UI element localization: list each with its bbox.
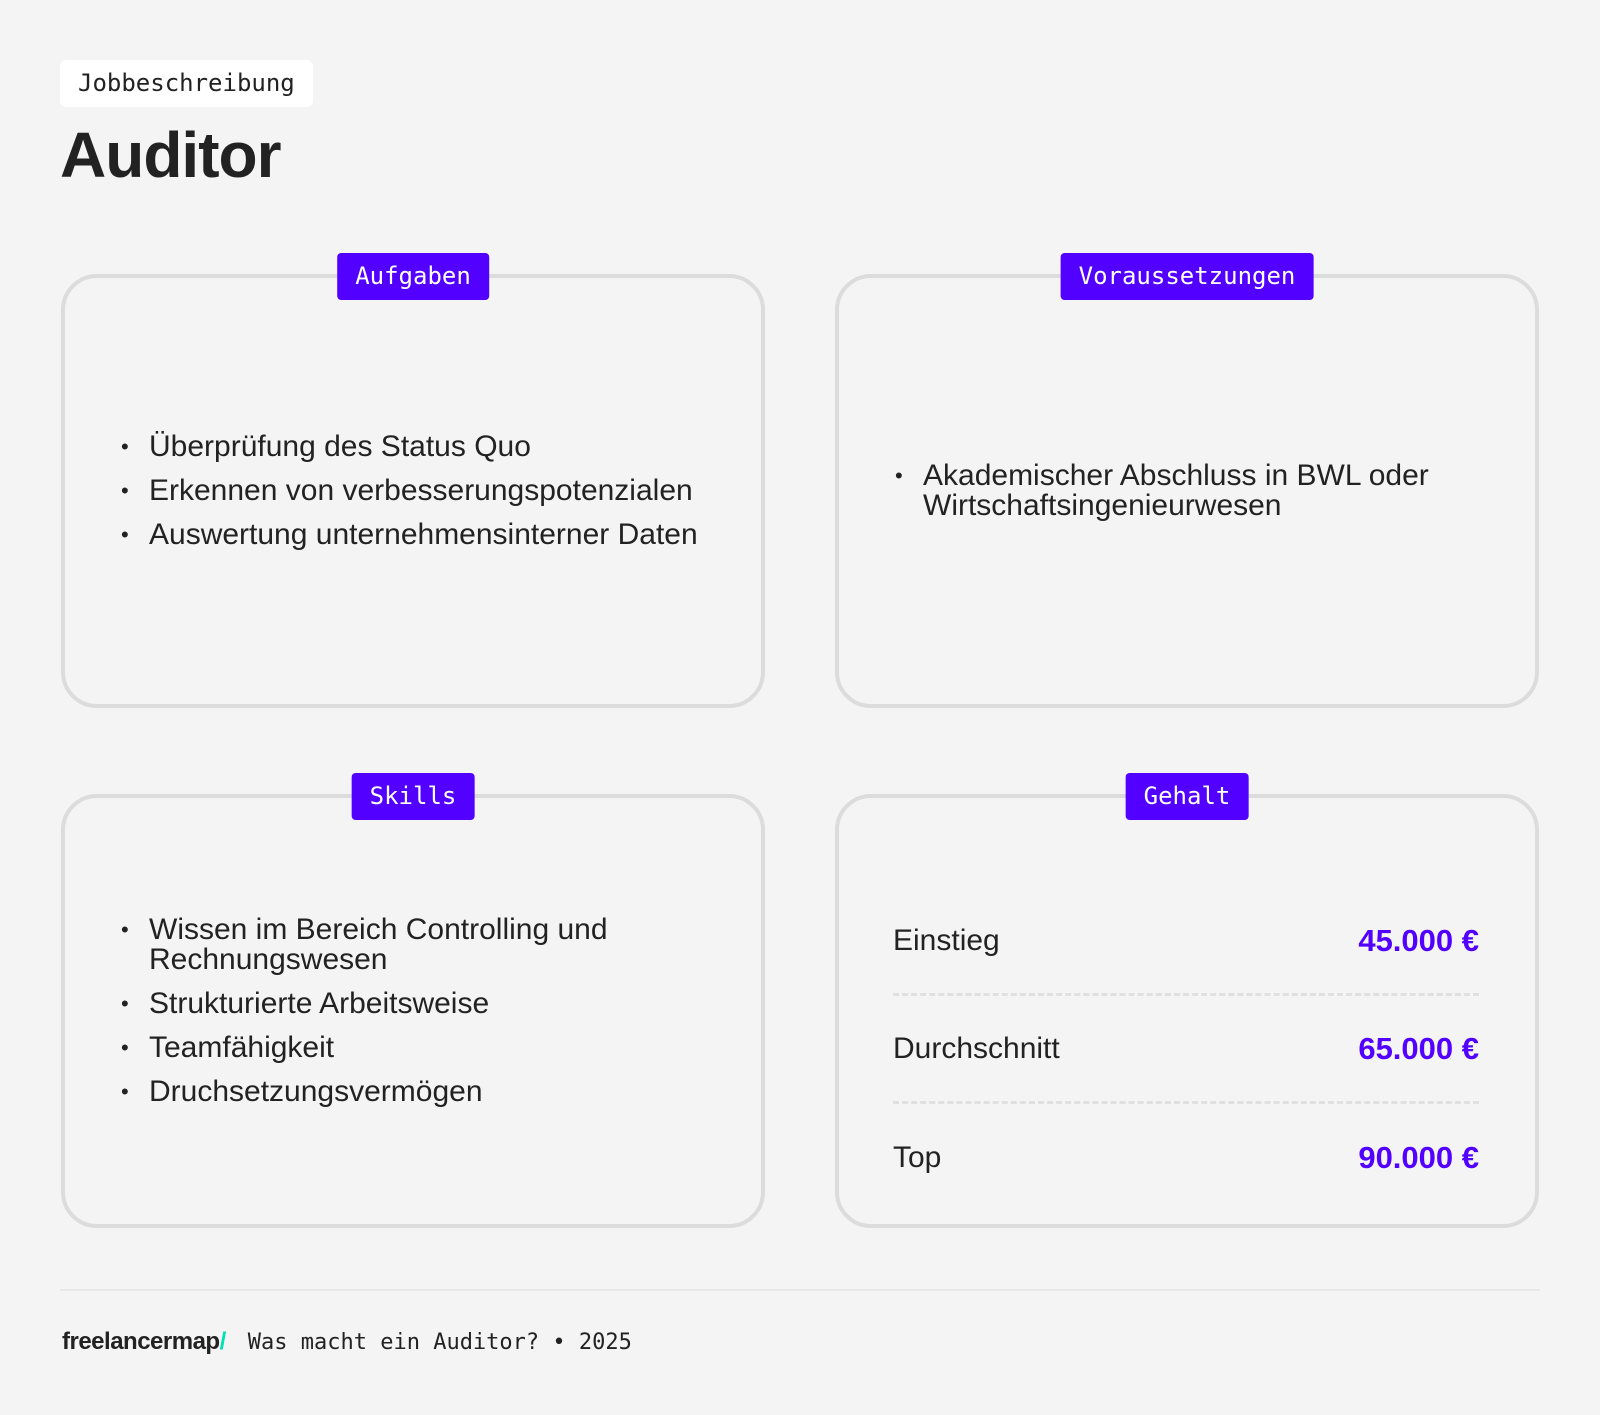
footer-divider — [60, 1289, 1540, 1291]
salary-value: 45.000 € — [1358, 922, 1479, 958]
card-skills: Skills Wissen im Bereich Controlling und… — [61, 773, 765, 1228]
footer-text: Was macht ein Auditor? • 2025 — [247, 1329, 632, 1355]
logo-text: freelancermap — [62, 1328, 220, 1355]
list-item: Teamfähigkeit — [121, 1033, 701, 1064]
list-item: Strukturierte Arbeitsweise — [121, 989, 701, 1020]
list-item: Auswertung unternehmensinterner Daten — [121, 520, 701, 551]
list-item: Erkennen von verbesserungspotenzialen — [121, 476, 701, 507]
salary-table: Einstieg 45.000 € Durchschnitt 65.000 € To… — [893, 888, 1479, 1212]
logo-slash: / — [219, 1328, 227, 1355]
requirements-list: Akademischer Abschluss in BWL oder Wirts… — [895, 447, 1475, 535]
card-tag: Skills — [351, 773, 475, 820]
salary-row: Top 90.000 € — [893, 1104, 1479, 1212]
salary-value: 65.000 € — [1358, 1030, 1479, 1066]
freelancermap-logo: freelancermap/ — [62, 1328, 226, 1356]
list-item: Überprüfung des Status Quo — [121, 432, 701, 463]
page-title: Auditor — [60, 119, 281, 191]
list-item: Wissen im Bereich Controlling und Rechnu… — [121, 915, 701, 975]
list-item: Druchsetzungsvermögen — [121, 1077, 701, 1108]
skills-list: Wissen im Bereich Controlling und Rechnu… — [121, 901, 701, 1121]
kicker-label: Jobbeschreibung — [60, 60, 313, 107]
task-list: Überprüfung des Status Quo Erkennen von … — [121, 418, 701, 564]
card-tag: Voraussetzungen — [1060, 253, 1314, 300]
card-salary: Gehalt Einstieg 45.000 € Durchschnitt 65.0… — [835, 773, 1539, 1228]
card-tasks: Aufgaben Überprüfung des Status Quo Erke… — [61, 253, 765, 708]
list-item: Akademischer Abschluss in BWL oder Wirts… — [895, 461, 1475, 521]
salary-label: Durchschnitt — [893, 1031, 1060, 1065]
salary-label: Top — [893, 1141, 942, 1174]
salary-value: 90.000 € — [1358, 1140, 1479, 1175]
salary-row: Durchschnitt 65.000 € — [893, 996, 1479, 1104]
salary-row: Einstieg 45.000 € — [893, 888, 1479, 996]
card-tag: Gehalt — [1125, 773, 1249, 820]
salary-label: Einstieg — [893, 923, 1000, 957]
card-requirements: Voraussetzungen Akademischer Abschluss i… — [835, 253, 1539, 708]
card-tag: Aufgaben — [337, 253, 489, 300]
footer: freelancermap/ Was macht ein Auditor? • … — [62, 1328, 632, 1356]
